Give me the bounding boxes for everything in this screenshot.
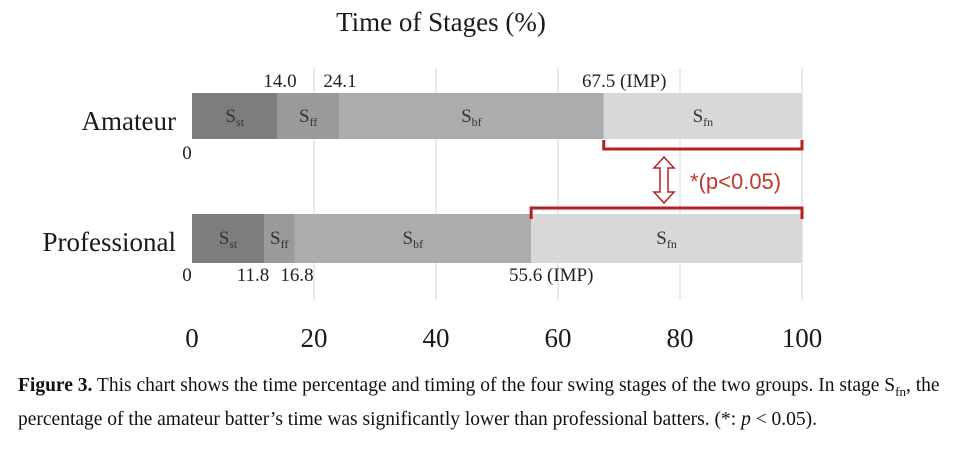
caption-text-3: < 0.05). xyxy=(750,408,818,430)
zero-label-professional: 0 xyxy=(182,265,192,286)
figure-caption: Figure 3. This chart shows the time perc… xyxy=(18,372,943,434)
bracket-professional-fn xyxy=(529,206,804,219)
bar-professional-ff xyxy=(263,214,295,263)
caption-text-1: This chart shows the time percentage and… xyxy=(92,375,896,396)
boundary-label-amateur-1: 24.1 xyxy=(323,71,356,92)
x-tick-80: 80 xyxy=(667,323,694,353)
bar-professional-fn xyxy=(531,214,802,263)
figure-label: Figure 3. xyxy=(18,375,93,396)
bar-amateur-ff xyxy=(277,93,340,139)
significance-annotation: *(p<0.05) xyxy=(690,169,781,194)
x-tick-40: 40 xyxy=(423,323,450,353)
boundary-label-professional-0: 11.8 xyxy=(237,265,270,286)
x-tick-20: 20 xyxy=(301,323,328,353)
boundary-label-amateur-2: 67.5 (IMP) xyxy=(582,71,666,92)
boundary-label-amateur-0: 14.0 xyxy=(263,71,296,92)
bracket-amateur-fn xyxy=(602,140,804,151)
boundary-label-professional-1: 16.8 xyxy=(280,265,313,286)
group-label-amateur: Amateur xyxy=(82,106,176,136)
bar-amateur-bf xyxy=(339,93,604,139)
x-tick-100: 100 xyxy=(782,323,823,353)
bar-amateur-st xyxy=(192,93,278,139)
x-tick-60: 60 xyxy=(545,323,572,353)
bar-professional-bf xyxy=(294,214,532,263)
double-arrow-icon xyxy=(652,155,676,205)
zero-label-amateur: 0 xyxy=(182,143,192,164)
chart-title: Time of Stages (%) xyxy=(336,7,546,37)
caption-subscript: fn xyxy=(895,383,907,399)
bar-professional-st xyxy=(192,214,264,263)
stacked-bar-chart: Time of Stages (%)Sst Sff Sbf SfnAmateur014… xyxy=(43,7,823,353)
group-label-professional: Professional xyxy=(43,227,176,257)
x-tick-0: 0 xyxy=(185,323,199,353)
caption-text-2: , the percentage of the amateur batter’s… xyxy=(18,375,940,430)
bar-amateur-fn xyxy=(603,93,802,139)
boundary-label-professional-2: 55.6 (IMP) xyxy=(509,265,593,286)
caption-p-symbol: p xyxy=(741,408,751,430)
